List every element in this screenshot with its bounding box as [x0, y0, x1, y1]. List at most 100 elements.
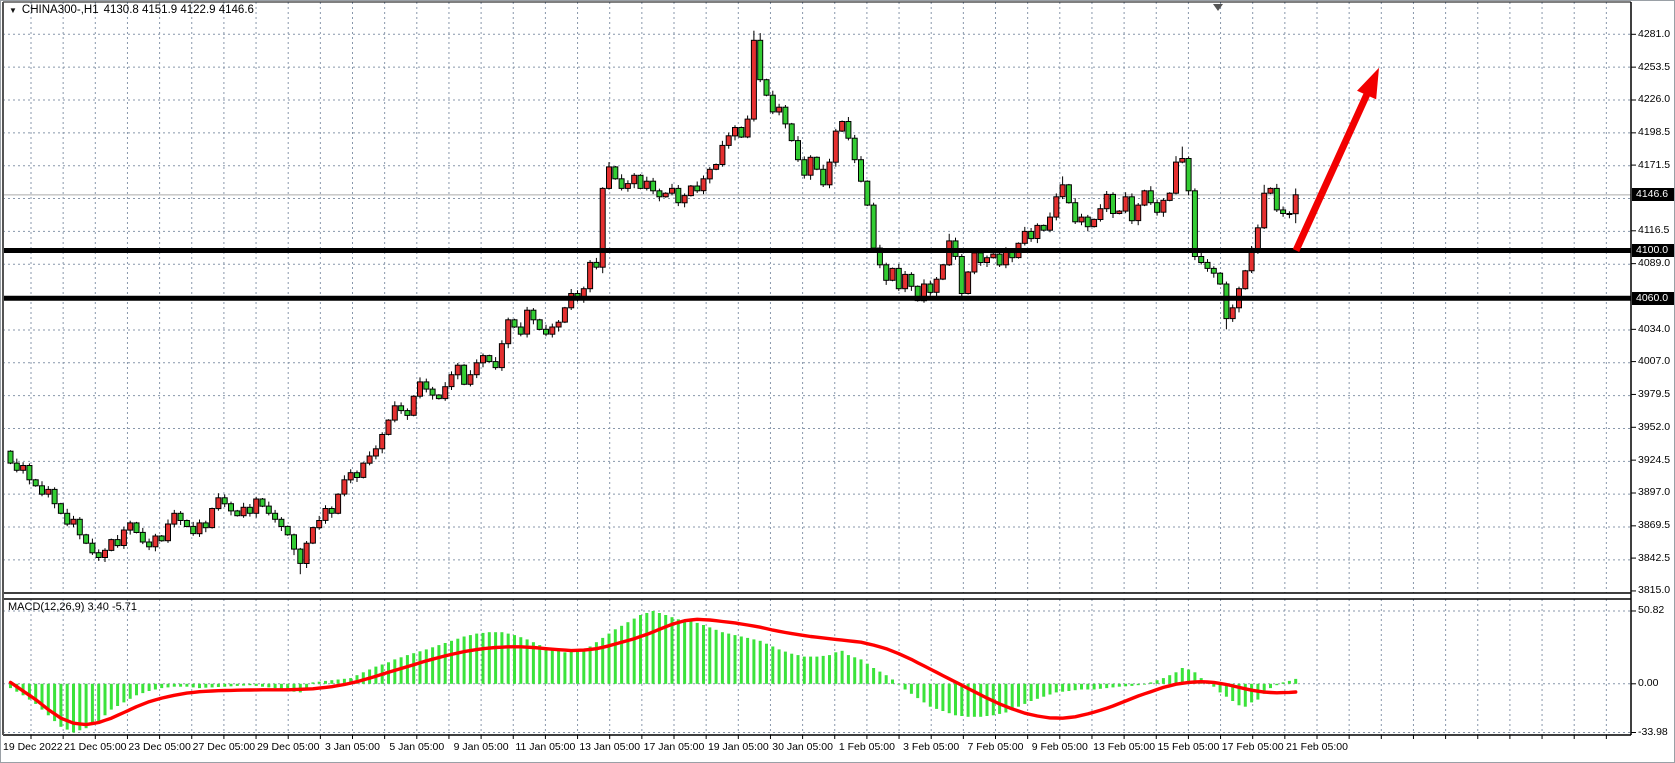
candle-bear: [694, 185, 701, 192]
candle-bull: [624, 183, 631, 189]
candle-bear: [234, 510, 241, 517]
candle-bear: [996, 253, 1003, 266]
macd-histogram-bar: [853, 657, 857, 684]
macd-histogram-bar: [317, 681, 321, 684]
macd-histogram-bar: [676, 619, 680, 684]
candle-bear: [26, 465, 33, 481]
candle-bull: [706, 168, 713, 180]
macd-name: MACD(12,26,9): [8, 601, 85, 613]
candle-bear: [278, 518, 285, 527]
candle-bear: [146, 541, 153, 548]
macd-histogram-bar: [1061, 683, 1065, 692]
candle-bull: [309, 527, 316, 544]
candle-bull: [732, 127, 738, 137]
macd-histogram-bar: [935, 683, 939, 709]
macd-histogram-bar: [1130, 683, 1134, 686]
candle-bull: [45, 488, 52, 495]
macd-histogram-bar: [267, 683, 271, 688]
candle-bull: [965, 271, 972, 294]
macd-histogram-bar: [695, 622, 699, 684]
candle-bear: [511, 319, 518, 328]
macd-histogram-bar: [702, 625, 705, 684]
candle-bear: [272, 512, 279, 520]
macd-histogram-bar: [135, 683, 138, 696]
macd-histogram-bar: [796, 655, 800, 684]
candle-bull: [467, 374, 474, 385]
macd-histogram-bar: [9, 683, 12, 689]
macd-histogram-bar: [897, 683, 901, 685]
macd-histogram-bar: [1243, 683, 1247, 707]
candle-bull: [549, 326, 556, 335]
candle-bull: [335, 493, 342, 514]
macd-histogram-bar: [1080, 683, 1083, 690]
macd-histogram-bar: [355, 675, 359, 684]
candle-bull: [1254, 227, 1261, 252]
macd-histogram-bar: [431, 647, 435, 684]
macd-histogram-bar: [550, 649, 554, 684]
candle-bull: [498, 343, 505, 369]
candle-bull: [889, 267, 896, 281]
macd-histogram-bar: [450, 640, 453, 684]
candle-bear: [1210, 267, 1217, 274]
chart-shift-marker[interactable]: [1213, 4, 1223, 11]
candle-bull: [152, 535, 159, 548]
macd-histogram-bar: [78, 683, 82, 731]
macd-histogram-bar: [1155, 680, 1159, 684]
macd-histogram-bar: [563, 652, 567, 684]
candle-bull: [662, 192, 669, 198]
candle-bear: [757, 39, 764, 81]
candle-bull: [1248, 250, 1255, 272]
candle-bull: [643, 180, 650, 189]
macd-histogram-bar: [746, 637, 750, 684]
macd-histogram-bar: [191, 683, 195, 688]
candle-bull: [20, 465, 27, 471]
candle-bear: [864, 180, 871, 206]
macd-histogram-bar: [645, 613, 649, 684]
macd-histogram-bar: [878, 671, 882, 684]
macd-histogram-bar: [758, 640, 762, 684]
macd-histogram-bar: [538, 645, 542, 684]
macd-histogram-bar: [141, 683, 145, 694]
candle-bear: [39, 485, 45, 495]
candle-bear: [1072, 202, 1079, 223]
macd-histogram-bar: [601, 637, 605, 684]
candle-bear: [429, 388, 436, 396]
macd-histogram-bar: [531, 642, 535, 684]
macd-histogram-bar: [1117, 683, 1121, 687]
trend-arrow-shaft[interactable]: [1292, 89, 1372, 252]
macd-histogram-bar: [342, 678, 346, 684]
macd-histogram-bar: [513, 635, 516, 684]
macd-histogram-bar: [286, 683, 290, 691]
macd-histogram-bar: [1212, 683, 1216, 687]
candle-bull: [127, 522, 134, 531]
candle-bear: [858, 159, 864, 182]
candle-bull: [70, 518, 77, 525]
macd-histogram-bar: [412, 653, 416, 684]
macd-histogram-bar: [613, 629, 617, 684]
macd-histogram-bar: [330, 680, 334, 684]
candles-group: [7, 30, 1299, 575]
candle-bear: [530, 309, 537, 321]
candle-bull: [347, 472, 354, 481]
candle-bear: [1198, 256, 1205, 263]
candle-bull: [990, 253, 997, 259]
candle-bear: [1040, 224, 1047, 231]
candle-bull: [713, 164, 720, 170]
candle-bear: [202, 522, 209, 529]
candle-bear: [265, 505, 272, 514]
candle-bull: [1179, 158, 1186, 163]
macd-histogram-bar: [179, 683, 183, 687]
macd-histogram-bar: [443, 643, 447, 684]
macd-histogram-bar: [185, 683, 189, 687]
candle-bull: [366, 455, 373, 464]
macd-histogram-bar: [519, 637, 523, 684]
candle-bear: [1217, 272, 1224, 285]
candle-bear: [883, 264, 890, 281]
macd-histogram-bar: [34, 683, 38, 704]
ohlc-values: 4130.8 4151.9 4122.9 4146.6: [103, 4, 254, 16]
trend-arrow-head[interactable]: [1357, 67, 1379, 100]
candle-bear: [114, 539, 121, 547]
macd-histogram-bar: [1086, 683, 1090, 690]
candle-bear: [650, 180, 657, 192]
